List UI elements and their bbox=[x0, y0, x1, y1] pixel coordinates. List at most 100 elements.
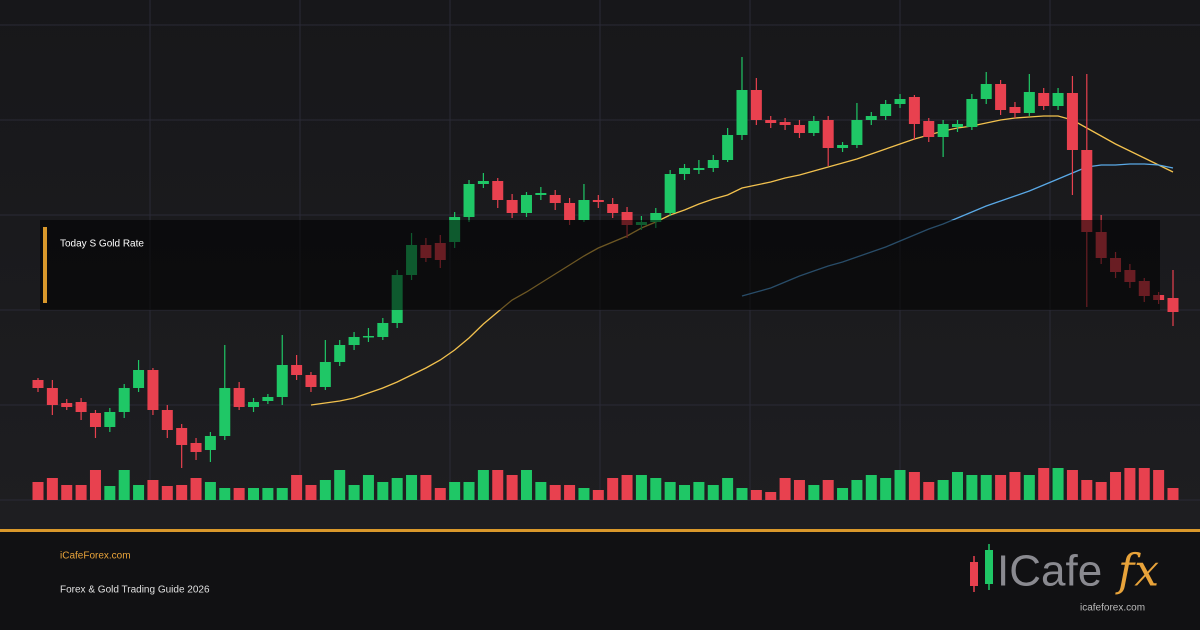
volume-bar bbox=[1066, 470, 1078, 500]
candle-body bbox=[535, 193, 547, 195]
candle-body bbox=[190, 443, 202, 452]
candle-body bbox=[1066, 93, 1078, 150]
logo-text: ICafe bbox=[997, 547, 1102, 596]
candle-body bbox=[980, 84, 992, 99]
candle-body bbox=[693, 168, 705, 170]
volume-bar bbox=[1110, 472, 1122, 500]
volume-bar bbox=[89, 470, 101, 500]
candle-body bbox=[951, 124, 963, 127]
candle-body bbox=[1038, 93, 1050, 106]
candle-body bbox=[32, 380, 44, 388]
volume-bar bbox=[391, 478, 403, 500]
candle-body bbox=[880, 104, 892, 116]
volume-bar bbox=[1081, 480, 1093, 500]
candle-body bbox=[348, 337, 360, 345]
candle-body bbox=[1081, 150, 1093, 232]
candle-body bbox=[822, 120, 834, 148]
candle-body bbox=[75, 402, 87, 412]
volume-bar bbox=[1052, 468, 1064, 500]
candle-body bbox=[937, 124, 949, 137]
volume-bar bbox=[190, 478, 202, 500]
candle-body bbox=[305, 375, 317, 387]
volume-bar bbox=[549, 485, 561, 500]
candle-body bbox=[477, 181, 489, 184]
volume-bar bbox=[837, 488, 849, 500]
candle-body bbox=[750, 90, 762, 120]
volume-bar bbox=[305, 485, 317, 500]
candle-body bbox=[736, 90, 748, 135]
volume-bar bbox=[291, 475, 303, 500]
candle-body bbox=[837, 145, 849, 148]
volume-bar bbox=[477, 470, 489, 500]
volume-bar bbox=[693, 482, 705, 500]
volume-bar bbox=[564, 485, 576, 500]
candle-body bbox=[722, 135, 734, 160]
volume-bar bbox=[161, 486, 173, 500]
volume-bar bbox=[46, 478, 58, 500]
volume-bar bbox=[822, 480, 834, 500]
candle-body bbox=[262, 397, 274, 401]
volume-bar bbox=[348, 485, 360, 500]
candle-body bbox=[377, 323, 389, 337]
logo-accent: fx bbox=[1115, 546, 1159, 597]
volume-bar bbox=[233, 488, 245, 500]
overlay-label: Today S Gold Rate bbox=[60, 239, 144, 250]
volume-bar bbox=[750, 490, 762, 500]
volume-bar bbox=[679, 485, 691, 500]
candle-body bbox=[492, 181, 504, 200]
candle-body bbox=[118, 388, 130, 412]
candle-body bbox=[607, 204, 619, 213]
volume-bar bbox=[808, 485, 820, 500]
footer-site: iCafeForex.com bbox=[60, 551, 131, 562]
candle-body bbox=[765, 120, 777, 123]
candle-body bbox=[908, 97, 920, 124]
candle-body bbox=[679, 168, 691, 174]
candle-body bbox=[1052, 93, 1064, 106]
volume-bar bbox=[133, 485, 145, 500]
candle-body bbox=[104, 412, 116, 427]
volume-bar bbox=[894, 470, 906, 500]
volume-bar bbox=[362, 475, 374, 500]
candle-body bbox=[1009, 107, 1021, 113]
volume-bar bbox=[707, 485, 719, 500]
volume-bar bbox=[765, 492, 777, 500]
candle-body bbox=[865, 116, 877, 120]
candle-body bbox=[89, 413, 101, 427]
candle-body bbox=[1023, 92, 1035, 113]
volume-bar bbox=[276, 488, 288, 500]
candle-body bbox=[549, 195, 561, 203]
volume-bar bbox=[880, 478, 892, 500]
volume-bar bbox=[449, 482, 461, 500]
volume-bar bbox=[406, 475, 418, 500]
candle-body bbox=[851, 120, 863, 145]
candle-body bbox=[520, 195, 532, 213]
volume-bar bbox=[923, 482, 935, 500]
volume-bar bbox=[951, 472, 963, 500]
volume-bar bbox=[980, 475, 992, 500]
volume-bar bbox=[463, 482, 475, 500]
volume-bar bbox=[434, 488, 446, 500]
candle-body bbox=[564, 203, 576, 220]
volume-bar bbox=[1153, 470, 1165, 500]
candle-body bbox=[248, 402, 260, 407]
volume-bar bbox=[1038, 468, 1050, 500]
volume-bar bbox=[736, 488, 748, 500]
candle-body bbox=[664, 174, 676, 213]
candle-body bbox=[147, 370, 159, 410]
candle-body bbox=[621, 212, 633, 225]
volume-bar bbox=[865, 475, 877, 500]
volume-bar bbox=[506, 475, 518, 500]
candle-body bbox=[506, 200, 518, 213]
candle-body bbox=[204, 436, 216, 450]
footer-tagline: Forex & Gold Trading Guide 2026 bbox=[60, 585, 210, 596]
volume-bar bbox=[147, 480, 159, 500]
candle-body bbox=[1167, 298, 1179, 312]
volume-bar bbox=[219, 488, 231, 500]
volume-bar bbox=[1138, 468, 1150, 500]
volume-bar bbox=[377, 482, 389, 500]
candle-body bbox=[578, 200, 590, 220]
volume-bar bbox=[779, 478, 791, 500]
candle-body bbox=[161, 410, 173, 430]
volume-bar bbox=[1009, 472, 1021, 500]
